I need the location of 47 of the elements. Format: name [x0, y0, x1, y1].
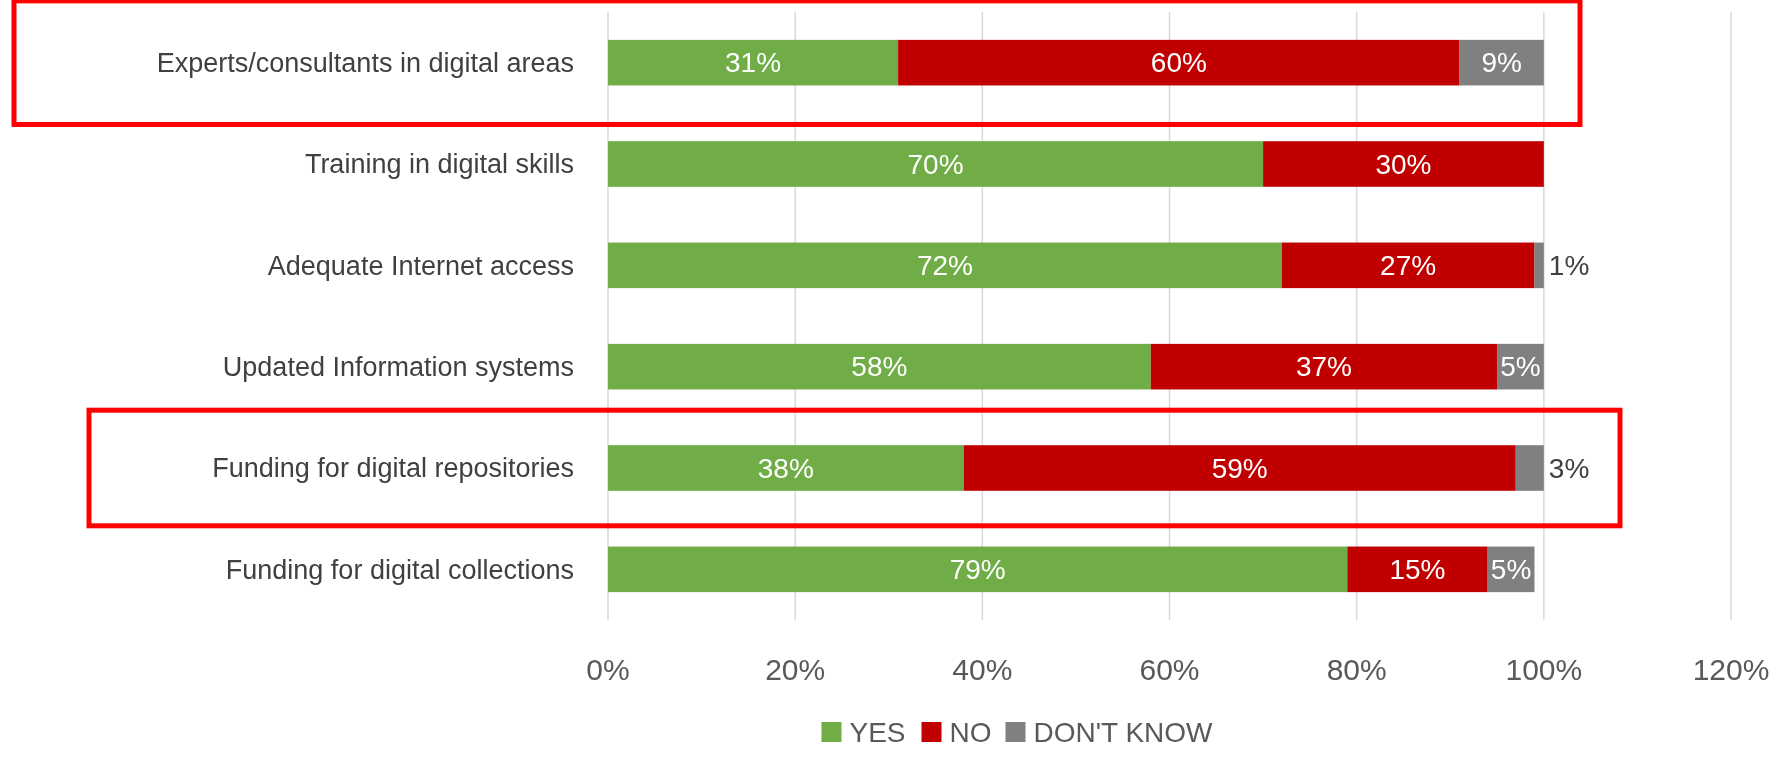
data-label: 3%: [1548, 452, 1590, 484]
y-tick-label: Funding for digital collections: [225, 554, 574, 585]
data-label: 15%: [1389, 554, 1446, 586]
data-label: 79%: [949, 554, 1006, 586]
x-tick-label: 80%: [1326, 653, 1387, 686]
bar: [1281, 242, 1535, 289]
bar: [1515, 445, 1544, 491]
bar: [608, 141, 1264, 187]
bar: [608, 445, 964, 491]
data-label: 60%: [1150, 47, 1207, 79]
x-tick-label: 40%: [952, 653, 1013, 686]
y-tick-label: Adequate Internet access: [267, 250, 574, 281]
bar: [898, 39, 1460, 86]
bar: [608, 546, 1348, 593]
bar: [1534, 242, 1544, 289]
data-label: 38%: [757, 452, 814, 484]
y-tick-label: Training in digital skills: [304, 149, 574, 180]
data-label: 27%: [1380, 250, 1437, 282]
data-label: 5%: [1500, 351, 1541, 383]
bar: [608, 39, 899, 86]
data-label: 58%: [851, 351, 908, 383]
bar: [1150, 343, 1498, 390]
data-label: 70%: [907, 148, 964, 180]
data-label: 37%: [1295, 351, 1352, 383]
x-tick-label: 0%: [586, 653, 630, 686]
data-label: 72%: [916, 250, 973, 282]
y-tick-label: Funding for digital repositories: [212, 453, 574, 484]
y-tick-label: Experts/consultants in digital areas: [156, 48, 574, 79]
y-tick-label: Updated Information systems: [222, 352, 574, 383]
legend-label: NO: [949, 716, 992, 748]
data-label: 31%: [725, 47, 782, 79]
x-tick-label: 120%: [1692, 653, 1770, 686]
x-tick-label: 60%: [1139, 653, 1200, 686]
legend-label: DON'T KNOW: [1033, 716, 1214, 748]
bar: [1347, 546, 1488, 593]
bar: [963, 445, 1516, 491]
x-tick-label: 100%: [1505, 653, 1583, 686]
data-label: 1%: [1548, 250, 1590, 282]
x-tick-label: 20%: [765, 653, 826, 686]
bar: [608, 242, 1282, 289]
data-label: 5%: [1490, 554, 1532, 586]
data-label: 9%: [1481, 47, 1522, 79]
data-label: 30%: [1375, 148, 1432, 180]
data-label: 59%: [1211, 452, 1268, 484]
bar: [608, 343, 1151, 390]
bar: [1263, 141, 1544, 187]
legend-label: YES: [849, 716, 906, 748]
